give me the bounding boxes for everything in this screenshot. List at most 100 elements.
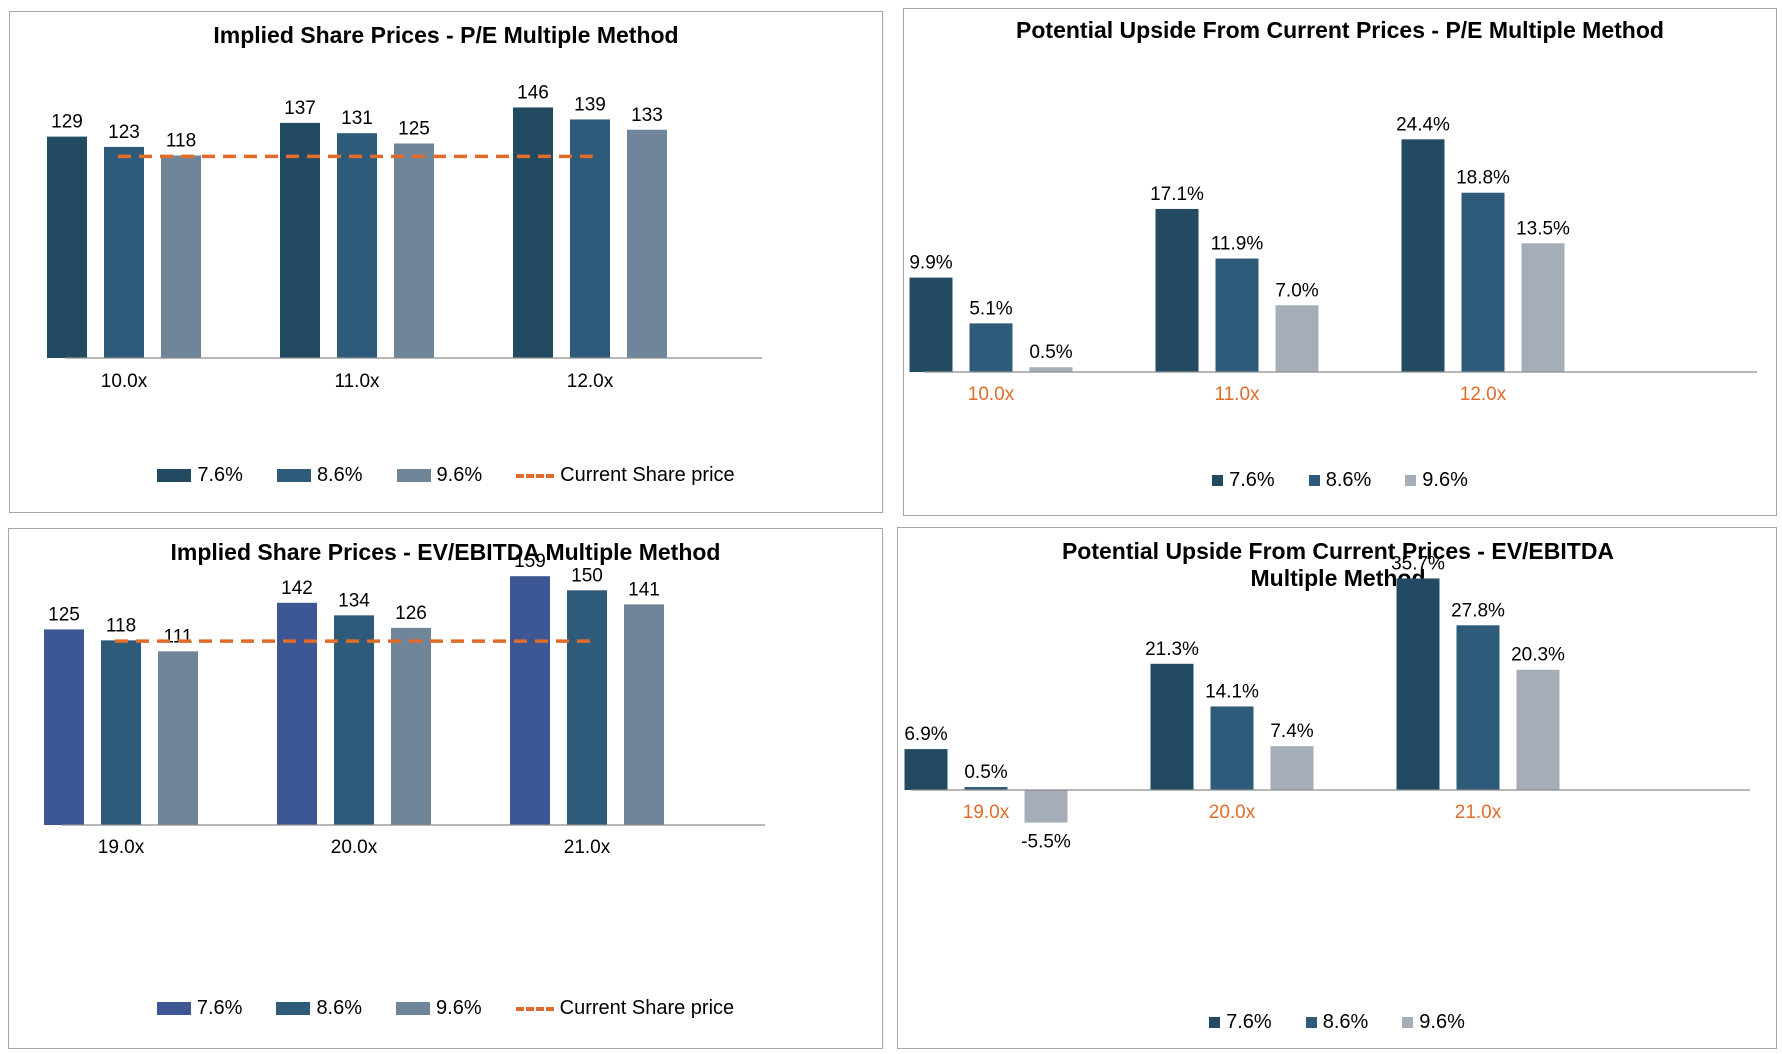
chart-plot: 129 137 146 123 131 139 118 125 133 10.0x 11.0x 12.…: [47, 82, 762, 392]
legend-label: 7.6%: [1229, 469, 1275, 491]
data-label: 17.1%: [1150, 184, 1204, 205]
bar: [277, 602, 317, 825]
data-label: 141: [628, 579, 660, 600]
bar: [1275, 305, 1319, 372]
bar: [104, 146, 144, 358]
legend-dash: [515, 1006, 554, 1011]
data-label: 9.9%: [909, 253, 952, 274]
bar: [394, 143, 434, 358]
data-label: 6.9%: [904, 724, 947, 745]
bar: [1401, 139, 1445, 372]
bar: [280, 122, 320, 358]
data-label: 13.5%: [1516, 218, 1570, 239]
bar: [567, 590, 607, 825]
data-label: 150: [571, 565, 603, 586]
data-label: 111: [164, 626, 193, 647]
data-label: 0.5%: [964, 762, 1007, 783]
data-label: 18.8%: [1456, 168, 1510, 189]
chart-legend: 7.6% 8.6% 9.6% Current Share price: [10, 464, 882, 487]
bar: [964, 787, 1008, 790]
legend-item-series-1: 7.6%: [156, 997, 243, 1020]
legend-swatch: [396, 1002, 431, 1015]
data-label: 131: [341, 108, 373, 129]
chart-panel-pe-upside: Potential Upside From Current Prices - P…: [903, 8, 1777, 516]
legend-swatch: [1308, 475, 1320, 486]
chart-title: Potential Upside From Current Prices - E…: [1061, 538, 1615, 591]
data-label: 7.0%: [1275, 280, 1318, 301]
bar: [1396, 578, 1440, 790]
legend-swatch: [157, 469, 192, 482]
data-label: 118: [106, 615, 136, 636]
data-label: 11.9%: [1211, 234, 1264, 255]
bar: [44, 629, 84, 825]
bar: [909, 277, 953, 372]
legend-item-series-3: 9.6%: [396, 997, 482, 1020]
bar: [904, 749, 948, 790]
data-label: 118: [166, 130, 196, 151]
chart-plot: 9.9% 17.1% 24.4% 5.1% 11.9% 18.8% 0.5% 7.0% 13.5…: [909, 114, 1757, 405]
bar: [1270, 746, 1314, 790]
legend-swatch: [1209, 1017, 1221, 1028]
data-label: 159: [514, 551, 546, 572]
data-label: 24.4%: [1396, 114, 1450, 135]
bar: [101, 640, 141, 825]
data-label: 21.3%: [1145, 639, 1199, 660]
data-label: 123: [108, 122, 140, 143]
bar: [624, 604, 664, 825]
category-label: 12.0x: [567, 371, 614, 392]
legend-label: 8.6%: [1325, 469, 1372, 491]
legend-item-series-1: 7.6%: [1212, 469, 1275, 492]
legend-swatch: [1212, 475, 1224, 486]
legend-item-series-2: 8.6%: [1308, 469, 1372, 492]
bar: [513, 107, 553, 358]
category-label: 21.0x: [1455, 802, 1502, 823]
legend-label: 9.6%: [1419, 1011, 1465, 1033]
category-label: 12.0x: [1460, 384, 1507, 405]
bar: [47, 136, 87, 358]
chart-title: Potential Upside From Current Prices - P…: [1016, 17, 1664, 43]
data-label: 125: [398, 118, 430, 139]
bar: [1150, 663, 1194, 790]
legend-label: Current Share price: [560, 464, 735, 486]
category-label: 19.0x: [963, 802, 1010, 823]
legend-label: Current Share price: [559, 997, 735, 1019]
chart-legend: 7.6% 8.6% 9.6%: [904, 469, 1776, 492]
data-label: 20.3%: [1511, 645, 1565, 666]
bar: [510, 576, 550, 825]
data-label: 7.4%: [1270, 721, 1313, 742]
legend-label: 7.6%: [196, 997, 243, 1019]
legend-swatch: [1405, 475, 1417, 486]
data-label: -5.5%: [1021, 832, 1071, 853]
bar: [1210, 706, 1254, 790]
legend-label: 7.6%: [1226, 1011, 1272, 1033]
bar: [1155, 208, 1199, 372]
category-label: 21.0x: [564, 837, 611, 858]
legend-label: 8.6%: [316, 997, 363, 1019]
chart-plot: 125 142 159 118 134 150 111 126 141 19.0x 20.0x 21.…: [44, 551, 765, 858]
category-label: 19.0x: [98, 837, 145, 858]
legend-label: 7.6%: [197, 464, 243, 486]
bar: [1521, 243, 1565, 372]
bar: [969, 323, 1013, 372]
legend-swatch: [1305, 1017, 1317, 1028]
data-label: 146: [517, 82, 549, 103]
legend-item-series-1: 7.6%: [1209, 1011, 1272, 1034]
category-label: 10.0x: [101, 371, 148, 392]
category-label: 10.0x: [968, 384, 1015, 405]
bar: [627, 129, 667, 358]
category-label: 11.0x: [334, 371, 380, 392]
bar: [1516, 669, 1560, 790]
bar: [1456, 625, 1500, 790]
chart-title: Implied Share Prices - EV/EBITDA Multipl…: [170, 539, 721, 565]
chart-plot: 6.9% 21.3% 35.7% 0.5% 14.1% 27.8% -5.5% 7.4% 20.…: [904, 553, 1750, 853]
legend-item-current-price: Current Share price: [515, 997, 735, 1020]
bar: [570, 119, 610, 358]
data-label: 14.1%: [1205, 681, 1259, 702]
legend-swatch: [276, 469, 311, 482]
legend-label: 9.6%: [1422, 469, 1468, 491]
data-label: 129: [51, 112, 83, 133]
chart-panel-pe-prices: Implied Share Prices - P/E Multiple Meth…: [9, 11, 883, 513]
legend-item-series-3: 9.6%: [1402, 1011, 1465, 1034]
legend-item-series-1: 7.6%: [157, 464, 243, 487]
category-label: 11.0x: [1214, 384, 1260, 405]
